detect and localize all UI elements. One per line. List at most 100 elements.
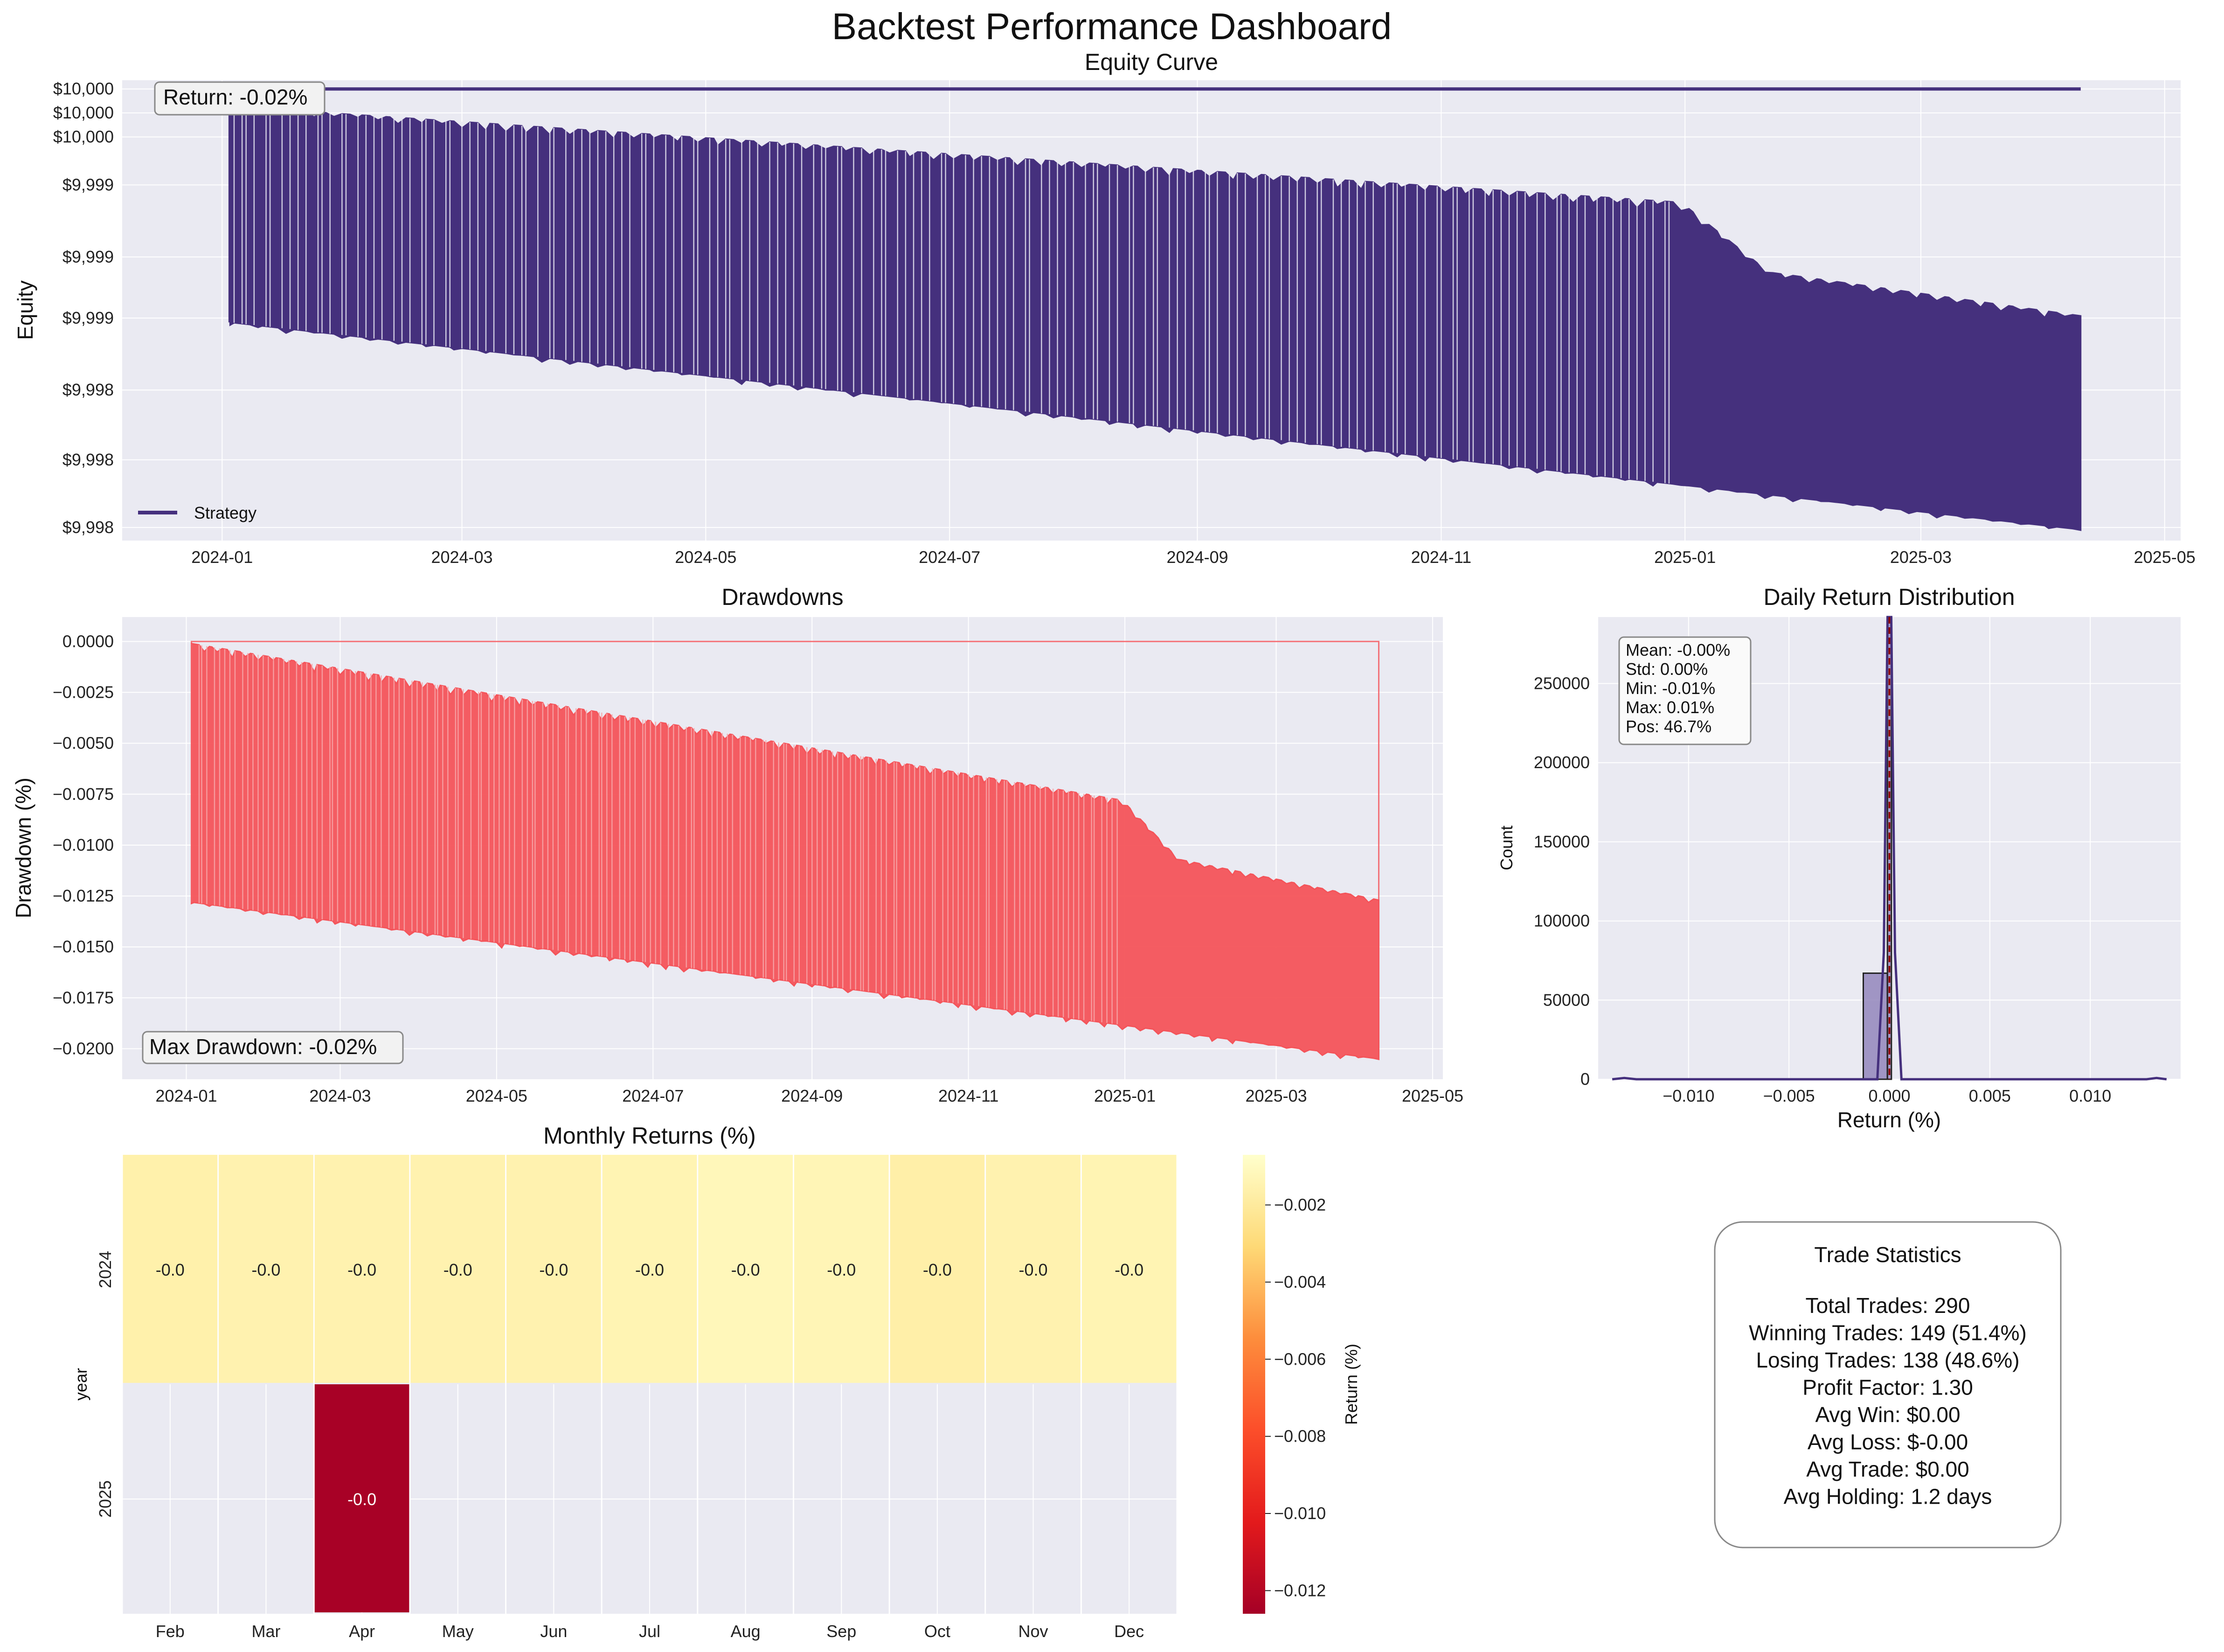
- distribution-x-ticks: −0.010 −0.005 0.000 0.005 0.010: [1663, 1086, 2111, 1105]
- y-tick-label: 100000: [1534, 911, 1590, 930]
- y-tick-label: −0.0100: [53, 835, 114, 854]
- colorbar-tick-label: −0.008: [1274, 1427, 1326, 1446]
- heatmap-cell: [314, 1155, 409, 1383]
- heatmap-x-label: Aug: [731, 1622, 761, 1641]
- distribution-stats-box: Mean: -0.00%Std: 0.00%Min: -0.01%Max: 0.…: [1618, 636, 1752, 745]
- heatmap-cell-label: -0.0: [347, 1490, 376, 1509]
- x-tick-label: 2025-01: [1094, 1086, 1156, 1105]
- y-tick-label: 50000: [1543, 990, 1590, 1009]
- y-tick-label: 0: [1580, 1069, 1590, 1089]
- heatmap-cell: [698, 1155, 793, 1383]
- distribution-stat-line: Mean: -0.00%: [1626, 640, 1730, 659]
- heatmap-cell: [794, 1155, 889, 1383]
- colorbar-tick-label: −0.010: [1274, 1504, 1326, 1523]
- x-tick-label: 0.005: [1969, 1086, 2011, 1105]
- distribution-stat-line: Max: 0.01%: [1626, 698, 1714, 717]
- heatmap-cell-label: -0.0: [635, 1260, 664, 1279]
- y-tick-label: $10,000: [53, 127, 114, 146]
- drawdown-annotation: Max Drawdown: -0.02%: [149, 1034, 377, 1059]
- colorbar-tick-label: −0.006: [1274, 1349, 1326, 1368]
- x-tick-label: 2024-03: [309, 1086, 371, 1105]
- heatmap-x-label: Sep: [826, 1622, 856, 1641]
- x-tick-label: −0.005: [1763, 1086, 1815, 1105]
- series-area: [229, 105, 2082, 531]
- trade-stat-line: Total Trades: 290: [1806, 1293, 1970, 1318]
- trade-stats-box: Trade Statistics Total Trades: 290 Winnin…: [1714, 1221, 2062, 1548]
- colorbar-tick-label: −0.004: [1274, 1272, 1326, 1291]
- colorbar-tick-label: −0.002: [1274, 1195, 1326, 1214]
- drawdown-chart: Drawdowns 2024-01 2024-03 2024-05 2024-07 20…: [11, 584, 1463, 1105]
- x-tick-label: 2024-07: [919, 548, 980, 567]
- y-tick-label: −0.0200: [53, 1039, 114, 1058]
- heatmap-cell-label: -0.0: [1019, 1260, 1048, 1279]
- y-tick-label: $9,998: [62, 380, 114, 399]
- y-tick-label: $9,999: [62, 308, 114, 327]
- x-tick-label: 2024-05: [675, 548, 736, 567]
- equity-y-ticks: $10,000 $10,000 $10,000 $9,999 $9,999 $9,999 $…: [53, 79, 114, 537]
- colorbar-tick-label: −0.012: [1274, 1581, 1326, 1600]
- y-tick-label: 200000: [1534, 753, 1590, 772]
- x-tick-label: 2024-01: [191, 548, 253, 567]
- distribution-stat-line: Min: -0.01%: [1626, 679, 1715, 698]
- y-tick-label: −0.0075: [53, 784, 114, 804]
- heatmap-y-label: 2025: [96, 1480, 115, 1518]
- trade-stat-line: Winning Trades: 149 (51.4%): [1749, 1321, 2027, 1345]
- y-tick-label: 0.0000: [62, 632, 114, 651]
- heatmap-x-label: Dec: [1114, 1622, 1144, 1641]
- heatmap-cells: -0.0 -0.0 -0.0 -0.0 -0.0 -0.0 -0.0 -0.0 -0.0 -0.0…: [123, 1155, 1177, 1612]
- equity-legend: Strategy: [138, 503, 256, 522]
- heatmap-x-label: Apr: [349, 1622, 375, 1641]
- trade-stat-line: Avg Win: $0.00: [1815, 1402, 1960, 1427]
- x-tick-label: 2024-09: [781, 1086, 843, 1105]
- distribution-ylabel: Count: [1497, 826, 1516, 870]
- y-tick-label: −0.0050: [53, 734, 114, 753]
- monthly-heatmap: Monthly Returns (%) -0.0 -0.0 -0.0 -0.0 -0.0…: [71, 1123, 1361, 1641]
- x-tick-label: 2025-05: [2134, 548, 2196, 567]
- x-tick-label: 2024-03: [431, 548, 492, 567]
- x-tick-label: 2024-01: [155, 1086, 217, 1105]
- drawdown-y-ticks: 0.0000 −0.0025 −0.0050 −0.0075 −0.0100 −0.012…: [53, 632, 114, 1058]
- heatmap-cell: [410, 1155, 506, 1383]
- heatmap-ylabel: year: [71, 1368, 90, 1401]
- heatmap-x-ticks: Feb Mar Apr May Jun Jul Aug Sep Oct Nov Dec: [156, 1622, 1144, 1641]
- histogram-bar: [1863, 972, 1888, 1080]
- heatmap-cell: [986, 1155, 1081, 1383]
- x-tick-label: 2025-05: [1402, 1086, 1463, 1105]
- x-tick-label: 0.000: [1868, 1086, 1910, 1105]
- equity-series: [228, 87, 2082, 531]
- trade-stats-lines: Total Trades: 290 Winning Trades: 149 (51…: [1749, 1293, 2027, 1509]
- heatmap-x-label: Jul: [639, 1622, 660, 1641]
- equity-x-ticks: 2024-01 2024-03 2024-05 2024-07 2024-09 2024-…: [191, 548, 2196, 567]
- equity-ylabel: Equity: [13, 280, 37, 340]
- trade-stats-title: Trade Statistics: [1814, 1242, 1961, 1267]
- heatmap-x-label: Mar: [251, 1622, 280, 1641]
- y-tick-label: $9,998: [62, 518, 114, 537]
- heatmap-cell-label: -0.0: [827, 1260, 856, 1279]
- equity-annotation: Return: -0.02%: [163, 85, 307, 109]
- distribution-stat-line: Pos: 46.7%: [1626, 717, 1711, 736]
- heatmap-x-label: Feb: [156, 1622, 185, 1641]
- y-tick-label: −0.0150: [53, 937, 114, 956]
- heatmap-cell-label: -0.0: [347, 1260, 376, 1279]
- equity-title: Equity Curve: [1085, 49, 1218, 75]
- colorbar-ticks: −0.002 −0.004 −0.006 −0.008 −0.010 −0.012: [1265, 1195, 1326, 1600]
- x-tick-label: 2024-09: [1167, 548, 1228, 567]
- distribution-y-ticks: 0 50000 100000 150000 200000 250000: [1534, 674, 1590, 1089]
- heatmap-x-label: Oct: [924, 1622, 950, 1641]
- heatmap-cell: [890, 1155, 985, 1383]
- heatmap-cell: [602, 1155, 697, 1383]
- y-tick-label: −0.0125: [53, 886, 114, 905]
- heatmap-cell: [123, 1155, 218, 1383]
- x-tick-label: 2024-07: [622, 1086, 684, 1105]
- x-tick-label: −0.010: [1663, 1086, 1714, 1105]
- distribution-stat-line: Std: 0.00%: [1626, 659, 1708, 679]
- heatmap-cell-label: -0.0: [443, 1260, 472, 1279]
- heatmap-x-label: May: [442, 1622, 474, 1641]
- x-tick-label: 0.010: [2069, 1086, 2111, 1105]
- heatmap-y-ticks: 2024 2025: [96, 1251, 115, 1518]
- drawdown-x-ticks: 2024-01 2024-03 2024-05 2024-07 2024-09 2024-…: [155, 1086, 1463, 1105]
- y-tick-label: $10,000: [53, 103, 114, 122]
- heatmap-x-label: Jun: [540, 1622, 567, 1641]
- trade-stat-line: Profit Factor: 1.30: [1802, 1375, 1973, 1400]
